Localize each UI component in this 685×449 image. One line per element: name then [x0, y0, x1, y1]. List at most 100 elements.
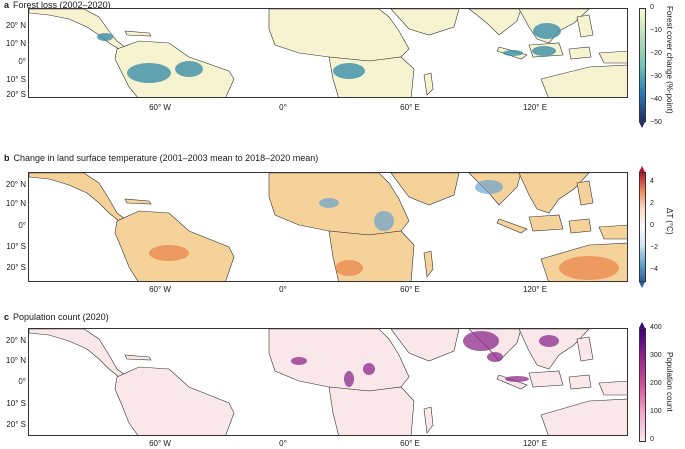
- indonesia-1: [496, 218, 528, 234]
- colorbar-tick: 100: [650, 408, 662, 415]
- lat-label: 10° N: [5, 39, 26, 48]
- madagascar: [423, 72, 434, 96]
- lon-label: 120° E: [522, 439, 548, 448]
- lon-label: 0°: [279, 439, 287, 448]
- colorbar-tick: 4: [650, 178, 654, 185]
- panel-b-letter: b: [4, 153, 10, 163]
- land-shapes: [29, 173, 627, 281]
- colorbar-tick: −50: [650, 119, 662, 126]
- forest-loss-hotspots: [97, 23, 561, 83]
- south-america: [114, 366, 235, 435]
- colorbar-extend-arrow: [639, 166, 645, 172]
- arabia: [390, 9, 460, 36]
- lon-label: 60° W: [149, 285, 171, 294]
- lat-label: 10° N: [5, 199, 26, 208]
- panel-c-title: c Population count (2020): [4, 312, 109, 322]
- lat-label: 20° S: [6, 263, 26, 272]
- lat-label: 10° S: [6, 242, 26, 251]
- arabia: [390, 329, 460, 362]
- colorbar-population: [639, 328, 646, 442]
- colorbar-extend-arrow: [639, 122, 645, 128]
- lat-label: 0°: [18, 377, 26, 386]
- map-population: [28, 328, 628, 436]
- indonesia-3: [568, 218, 592, 234]
- colorbar-label: ΔT (°C): [665, 208, 674, 235]
- colorbar-tick: −10: [650, 27, 662, 34]
- colorbar-tick: −40: [650, 96, 662, 103]
- map-forest-loss-svg: [29, 9, 627, 97]
- colorbar-tick: 300: [650, 352, 662, 359]
- population-hotspots: [291, 331, 559, 387]
- lat-label: 0°: [18, 221, 26, 230]
- lon-label: 120° E: [522, 103, 548, 112]
- south-america: [114, 40, 235, 97]
- panel-b-title: b Change in land surface temperature (200…: [4, 153, 318, 163]
- map-temperature-svg: [29, 173, 627, 281]
- panel-c-letter: c: [4, 312, 10, 322]
- caribbean-islands: [124, 30, 152, 37]
- colorbar-tick: 0: [650, 436, 654, 443]
- indonesia-3: [568, 46, 592, 60]
- colorbar-tick: −4: [650, 266, 658, 273]
- southeast-asia: [518, 329, 590, 370]
- caribbean-islands: [124, 198, 152, 205]
- colorbar-tick: 0: [650, 222, 654, 229]
- africa-central: [328, 386, 415, 435]
- lat-label: 20° N: [5, 336, 26, 345]
- papua: [598, 380, 627, 396]
- lon-label: 120° E: [522, 285, 548, 294]
- caribbean-islands: [124, 354, 152, 361]
- indonesia-2: [528, 214, 564, 232]
- lat-label: 10° S: [6, 399, 26, 408]
- lon-label: 0°: [279, 103, 287, 112]
- colorbar-temperature: [639, 172, 646, 282]
- papua: [598, 50, 627, 64]
- colorbar-tick: 2: [650, 200, 654, 207]
- panel-a-title: a Forest loss (2002–2020): [4, 0, 111, 10]
- madagascar: [423, 406, 434, 434]
- colorbar-label: Population count: [665, 352, 674, 412]
- map-temperature-change: [28, 172, 628, 282]
- australia: [540, 398, 627, 435]
- colorbar-extend-arrow: [639, 322, 645, 328]
- lat-label: 20° S: [6, 420, 26, 429]
- lat-label: 0°: [18, 57, 26, 66]
- panel-a-title-text: Forest loss (2002–2020): [13, 0, 111, 10]
- philippines: [576, 336, 594, 362]
- colorbar-tick: −2: [650, 244, 658, 251]
- lat-label: 10° N: [5, 356, 26, 365]
- lon-label: 60° E: [400, 103, 420, 112]
- central-america: [29, 173, 126, 222]
- indonesia-2: [528, 370, 564, 388]
- colorbar-extend-arrow: [639, 282, 645, 288]
- philippines: [576, 180, 594, 206]
- indonesia-3: [568, 374, 592, 390]
- lon-label: 60° W: [149, 103, 171, 112]
- colorbar-label: Forest cover change (%-point): [665, 6, 674, 114]
- panel-a-letter: a: [4, 0, 10, 10]
- lat-label: 20° N: [5, 180, 26, 189]
- warming-hotspots: [149, 245, 619, 280]
- lon-label: 0°: [279, 285, 287, 294]
- philippines: [576, 14, 594, 38]
- central-america: [29, 9, 126, 50]
- panel-c-title-text: Population count (2020): [13, 312, 109, 322]
- australia: [540, 64, 627, 97]
- lon-label: 60° E: [400, 285, 420, 294]
- lon-label: 60° W: [149, 439, 171, 448]
- lat-label: 20° N: [5, 21, 26, 30]
- india: [468, 9, 522, 36]
- colorbar-tick: 400: [650, 324, 662, 331]
- panel-b-title-text: Change in land surface temperature (2001…: [13, 153, 319, 163]
- colorbar-tick: 0: [650, 4, 654, 11]
- papua: [598, 224, 627, 240]
- colorbar-forest-loss: [639, 8, 646, 122]
- arabia: [390, 173, 460, 206]
- colorbar-tick: −20: [650, 50, 662, 57]
- colorbar-tick: −30: [650, 73, 662, 80]
- colorbar-tick: 200: [650, 380, 662, 387]
- map-population-svg: [29, 329, 627, 435]
- lon-label: 60° E: [400, 439, 420, 448]
- lat-label: 10° S: [6, 75, 26, 84]
- lat-label: 20° S: [6, 90, 26, 99]
